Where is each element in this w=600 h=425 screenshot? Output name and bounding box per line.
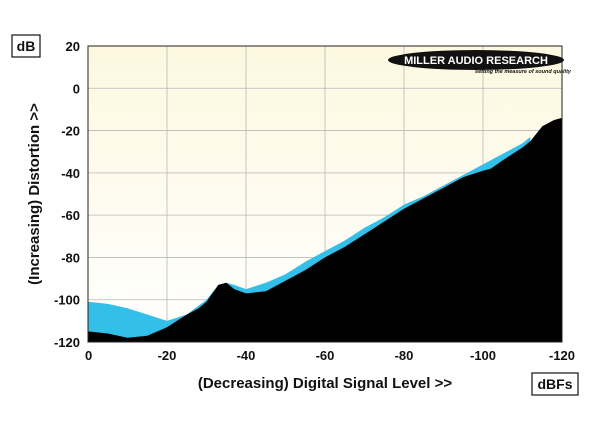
series-area-2 xyxy=(88,117,562,343)
x-tick-label: -80 xyxy=(395,348,414,363)
y-tick-label: -60 xyxy=(61,208,80,223)
x-axis-title: (Decreasing) Digital Signal Level >> xyxy=(198,375,452,392)
x-tick-label: 0 xyxy=(85,348,92,363)
y-tick-label: -40 xyxy=(61,166,80,181)
y-tick-label: 0 xyxy=(73,81,80,96)
miller-audio-research-logo: MILLER AUDIO RESEARCH setting the measur… xyxy=(388,50,572,75)
series-layer xyxy=(88,117,562,343)
logo-badge xyxy=(388,50,564,70)
y-unit-label: dB xyxy=(17,38,36,54)
y-axis-title: (Increasing) Distortion >> xyxy=(26,103,43,285)
y-tick-label: 20 xyxy=(66,39,80,54)
y-tick-label: -80 xyxy=(61,250,80,265)
logo-brand: MILLER AUDIO RESEARCH xyxy=(404,55,548,67)
x-tick-label: -60 xyxy=(316,348,335,363)
x-tick-label: -100 xyxy=(470,348,496,363)
logo-tagline: setting the measure of sound quality xyxy=(475,69,572,75)
y-tick-label: -20 xyxy=(61,124,80,139)
y-tick-labels: 20 0 -20 -40 -60 -80 -100 -120 xyxy=(54,39,80,350)
x-tick-labels: 0 -20 -40 -60 -80 -100 -120 xyxy=(85,348,575,363)
y-tick-label: -120 xyxy=(54,335,80,350)
x-unit-label: dBFs xyxy=(538,376,573,392)
x-tick-label: -40 xyxy=(237,348,256,363)
y-tick-label: -100 xyxy=(54,293,80,308)
x-tick-label: -120 xyxy=(549,348,575,363)
plot-frame xyxy=(87,45,563,343)
x-unit-box xyxy=(531,372,579,396)
y-unit-box xyxy=(11,34,41,58)
x-tick-label: -20 xyxy=(158,348,177,363)
